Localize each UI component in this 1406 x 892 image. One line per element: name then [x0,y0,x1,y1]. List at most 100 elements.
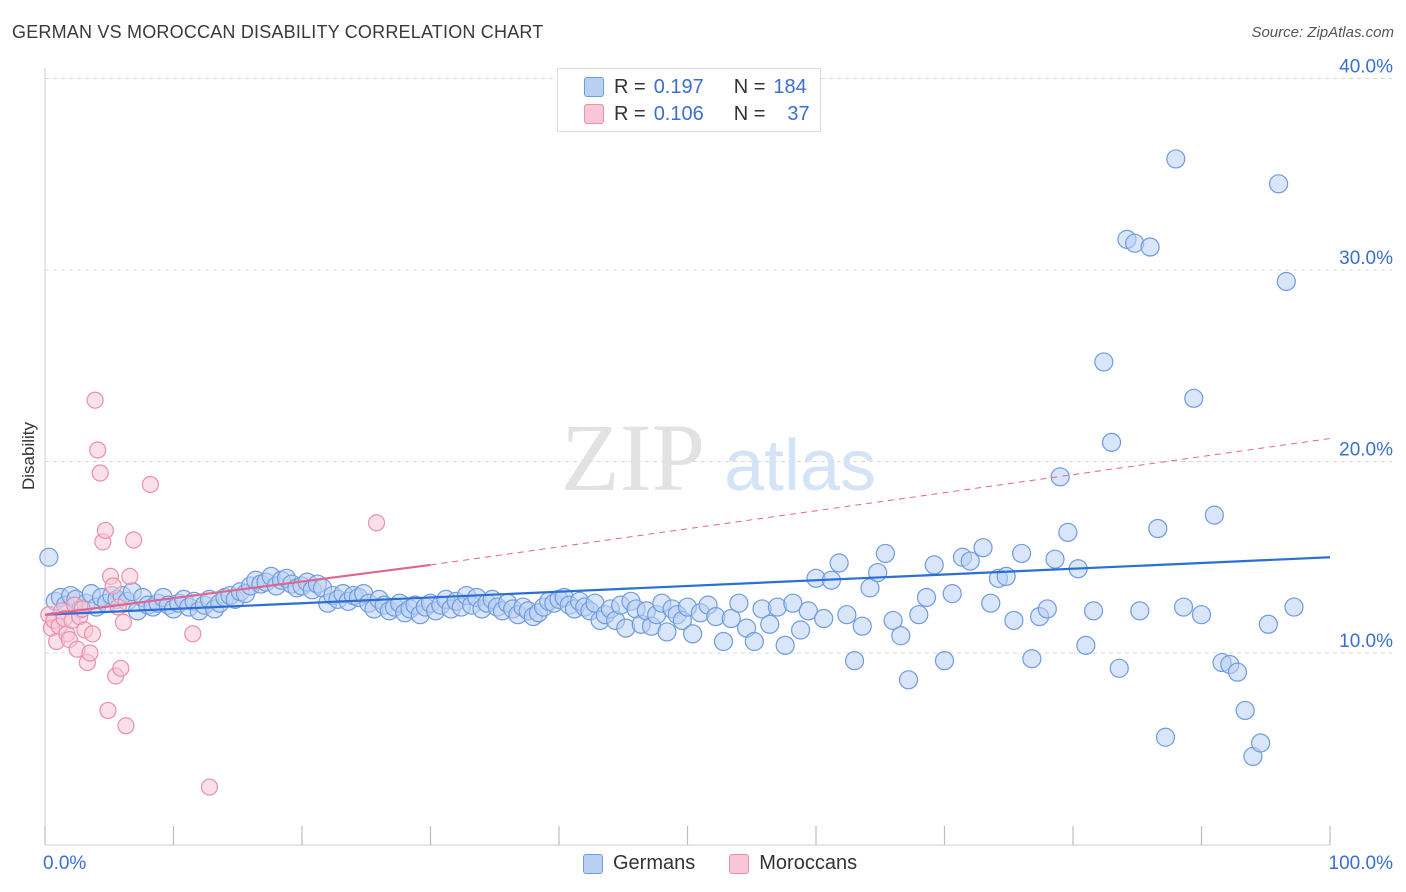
x-tick-label: 0.0% [43,853,86,874]
moroccans-point [89,441,107,459]
moroccans-point [104,577,122,595]
y-tick-label: 30.0% [1339,248,1393,269]
germans-point [713,631,734,652]
germans-point [1004,610,1024,631]
germans-point [1022,649,1042,669]
germans-point [39,547,59,567]
germans-point [783,593,803,613]
moroccans-point [99,701,117,720]
legend-n-label: N = [733,75,766,98]
germans-point [1204,505,1224,525]
germans-point [909,605,929,625]
germans-point [916,587,937,608]
watermark-zip: ZIP [561,404,705,511]
moroccans-point [184,625,202,643]
axes [44,68,1331,846]
chart-title: GERMAN VS MOROCCAN DISABILITY CORRELATIO… [12,22,544,42]
x-tick-label: 100.0% [1329,853,1394,874]
germans-point [683,624,703,644]
germans-point [1191,605,1212,625]
germans-point [1184,388,1204,408]
germans-point [1155,727,1176,747]
grid-lines [45,78,1392,654]
moroccans-point [96,521,114,540]
germans-point [790,620,811,640]
germans-point [1148,518,1168,539]
germans-point [744,631,764,652]
germans-swatch [584,77,604,97]
moroccans-point [81,644,99,662]
germans-point [934,651,955,671]
germans-point [775,635,795,655]
germans-point [996,566,1016,587]
germans-point [657,622,677,642]
germans-point [1083,601,1104,621]
watermark: ZIP atlas [561,404,876,511]
legend: R = 0.197 N = 184 R = 0.106 N = 37 [557,68,821,132]
germans-point [1140,237,1160,257]
legend-n-value: 184 [773,75,807,98]
germans-point [898,670,919,690]
germans-trend-line [44,556,1331,616]
germans-point [1284,597,1304,617]
legend-n-label: N = [733,102,766,125]
moroccans-point [121,567,139,586]
germans-points [39,149,1304,767]
germans-point [924,555,944,575]
germans-point [760,614,780,634]
germans-point [729,593,749,613]
moroccans-point [91,464,109,482]
y-tick-label: 40.0% [1339,57,1393,78]
legend-row-moroccans: R = 0.106 N = 37 [584,101,810,127]
germans-point [721,608,741,629]
germans-point [883,610,903,631]
moroccans-swatch [729,853,750,874]
germans-point [1251,733,1271,753]
legend-r-value: 0.106 [653,102,704,125]
germans-point [814,608,834,629]
source-label: Source: ZipAtlas.com [1251,24,1394,41]
germans-point [891,626,911,646]
germans-point [1276,271,1296,292]
germans-point [829,553,849,573]
moroccans-swatch [584,104,604,124]
germans-point [981,593,1001,613]
germans-point [1094,352,1114,372]
germans-point [798,601,818,621]
germans-point [852,616,872,636]
germans-point [1037,599,1057,619]
bottom-legend-germans-label: Germans [613,852,696,874]
germans-point [1101,432,1122,452]
germans-point [1166,149,1186,169]
legend-r-label: R = [614,75,646,98]
moroccans-point [117,717,135,735]
germans-point [844,651,865,671]
germans-point [1011,543,1032,564]
moroccans-point [125,531,143,549]
trend-lines [44,438,1331,616]
germans-point [868,562,888,583]
bottom-legend-moroccans-label: Moroccans [759,852,858,874]
moroccans-trend-extension [430,438,1331,566]
moroccans-point [86,391,104,409]
germans-point [1045,549,1065,569]
moroccans-point [367,514,386,532]
germans-point [1058,522,1078,542]
germans-point [1130,601,1150,621]
moroccans-point [200,778,219,796]
bottom-legend-moroccans: Moroccans [729,852,857,875]
germans-swatch [583,853,603,874]
germans-point [973,538,993,558]
germans-point [1109,658,1129,678]
moroccans-point [114,613,132,631]
legend-row-germans: R = 0.197 N = 184 [584,74,807,100]
germans-point [1050,467,1070,487]
bottom-legend-germans: Germans [583,852,695,875]
y-axis-label: Disability [19,421,38,490]
moroccans-trend-line [44,563,431,616]
moroccans-point [83,625,102,643]
germans-point [1268,174,1289,194]
y-tick-label: 10.0% [1339,631,1393,652]
germans-point [837,605,857,625]
